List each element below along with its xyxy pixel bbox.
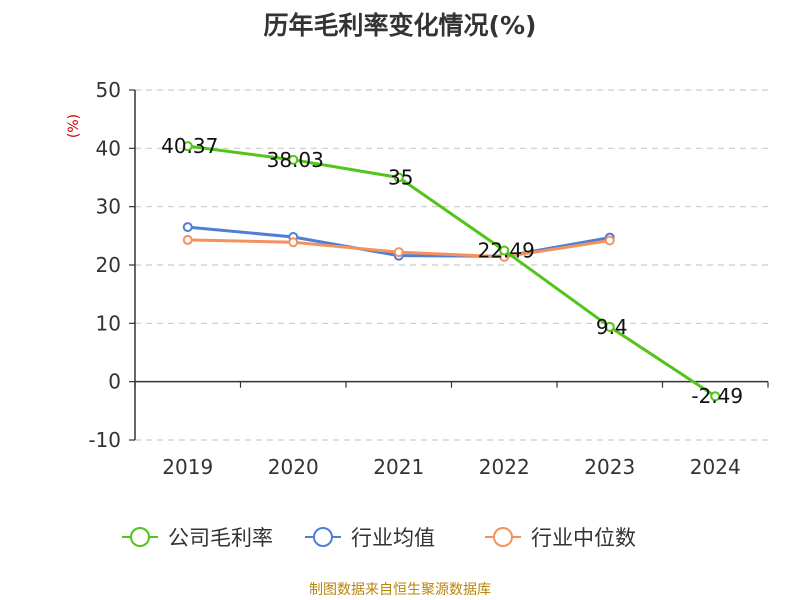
y-tick-label: 30 (96, 195, 121, 219)
x-tick-label: 2021 (373, 455, 424, 479)
x-tick-label: 2020 (268, 455, 319, 479)
series-2 (182, 234, 615, 262)
legend-label: 行业均值 (351, 526, 435, 550)
data-point[interactable] (182, 141, 193, 152)
data-point[interactable] (393, 247, 404, 258)
data-labels: 40.37 38.03 35 22.49 9.4 -2.49 (161, 134, 743, 408)
legend-item[interactable]: 行业中位数 (485, 526, 636, 550)
data-label: 38.03 (267, 148, 324, 172)
data-point[interactable] (288, 237, 299, 248)
chart-title: 历年毛利率变化情况(%) (264, 11, 537, 40)
source-note: 制图数据来自恒生聚源数据库 (309, 582, 491, 598)
data-point[interactable] (499, 245, 510, 256)
series-0 (182, 141, 721, 402)
legend-marker (313, 527, 333, 547)
data-point[interactable] (604, 235, 615, 246)
y-tick-label: 20 (96, 253, 121, 277)
data-label: 40.37 (161, 134, 218, 158)
series-group (182, 141, 721, 402)
data-point[interactable] (288, 154, 299, 165)
data-label: 9.4 (596, 315, 628, 339)
y-axis-label: (%) (66, 114, 82, 138)
legend-label: 公司毛利率 (168, 526, 273, 550)
y-tick-label: 40 (96, 136, 121, 160)
y-tick-label: -10 (88, 428, 121, 452)
data-point[interactable] (604, 321, 615, 332)
y-tick-label: 0 (108, 370, 121, 394)
series-line (187, 144, 717, 398)
x-tick-label: 2023 (584, 455, 635, 479)
legend-marker (130, 527, 150, 547)
data-label: -2.49 (691, 384, 743, 408)
data-label: 22.49 (478, 238, 535, 262)
legend-item[interactable]: 公司毛利率 (122, 526, 273, 550)
y-tick-label: 50 (96, 78, 121, 102)
y-tick-label: 10 (96, 311, 121, 335)
legend[interactable]: 公司毛利率 行业均值 行业中位数 (122, 526, 636, 550)
x-tick-label: 2022 (479, 455, 530, 479)
legend-item[interactable]: 行业均值 (305, 526, 435, 550)
data-point[interactable] (182, 222, 193, 233)
x-tick-label: 2019 (162, 455, 213, 479)
data-point[interactable] (182, 234, 193, 245)
legend-marker (493, 527, 513, 547)
data-point[interactable] (393, 172, 404, 183)
data-point[interactable] (710, 391, 721, 402)
x-tick-label: 2024 (690, 455, 741, 479)
legend-label: 行业中位数 (531, 526, 636, 550)
axes: 50 40 30 20 10 0 -10 2019 2020 2021 2022 2023 2024 (88, 78, 769, 479)
data-label: 35 (388, 166, 413, 190)
